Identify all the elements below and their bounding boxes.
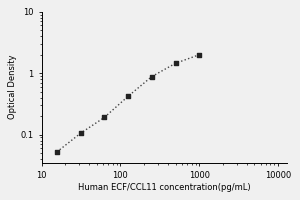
Point <box>126 95 130 98</box>
Point <box>102 116 107 119</box>
Point <box>197 53 202 56</box>
Point <box>78 132 83 135</box>
Point <box>173 62 178 65</box>
X-axis label: Human ECF/CCL11 concentration(pg/mL): Human ECF/CCL11 concentration(pg/mL) <box>78 183 250 192</box>
Y-axis label: Optical Density: Optical Density <box>8 55 17 119</box>
Point <box>149 75 154 78</box>
Point <box>54 150 59 154</box>
